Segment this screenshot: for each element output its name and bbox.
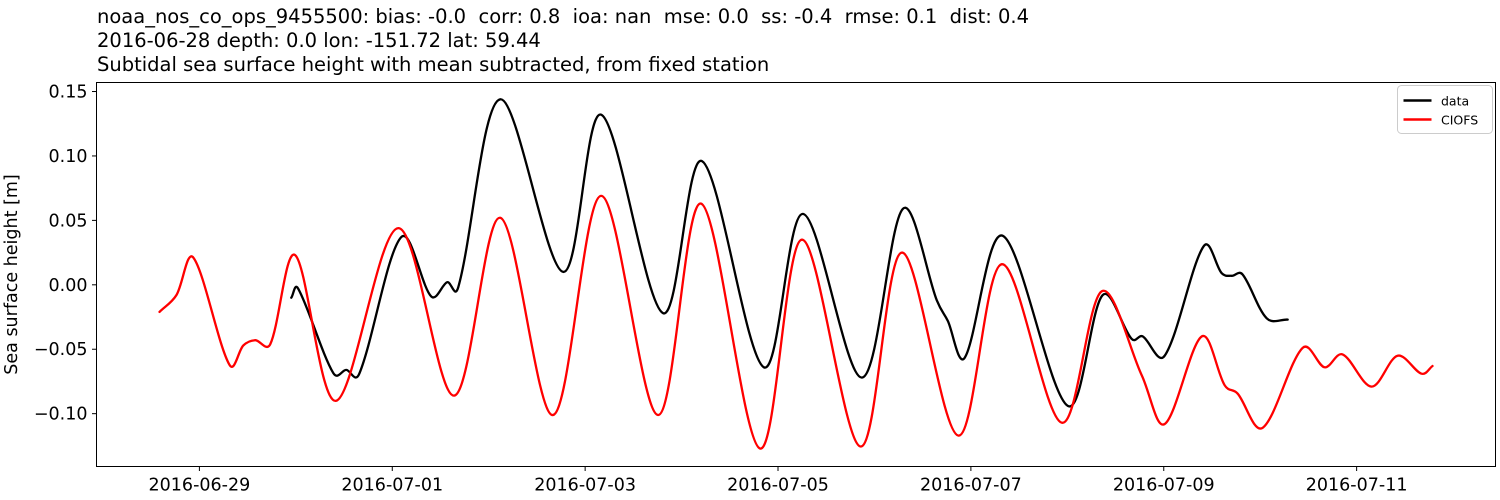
legend-label-data: data bbox=[1441, 94, 1469, 109]
series-ciofs-line bbox=[158, 194, 1434, 450]
x-tick-label: 2016-07-05 bbox=[727, 476, 829, 496]
y-tick-label: 0.00 bbox=[49, 276, 88, 296]
title-line-2: 2016-06-28 depth: 0.0 lon: -151.72 lat: … bbox=[97, 29, 541, 52]
y-tick-label: −0.05 bbox=[34, 340, 88, 360]
x-tick-label: 2016-07-09 bbox=[1113, 476, 1215, 496]
chart-titles: noaa_nos_co_ops_9455500: bias: -0.0 corr… bbox=[97, 5, 1029, 76]
legend: data CIOFS bbox=[1397, 85, 1493, 134]
y-axis-label: Sea surface height [m] bbox=[2, 174, 22, 374]
plot-area bbox=[96, 82, 1496, 467]
x-tick-label: 2016-07-01 bbox=[341, 476, 443, 496]
series-data-line bbox=[290, 98, 1289, 408]
y-tick-label: 0.15 bbox=[49, 83, 88, 103]
series-lines bbox=[158, 98, 1434, 450]
y-tick-label: −0.10 bbox=[34, 405, 88, 425]
x-tick-label: 2016-07-11 bbox=[1306, 476, 1408, 496]
y-tick-label: 0.05 bbox=[49, 211, 88, 231]
x-axis-ticks: 2016-06-29 2016-07-01 2016-07-03 2016-07-05… bbox=[149, 466, 1408, 496]
title-line-3: Subtidal sea surface height with mean su… bbox=[97, 53, 769, 76]
x-tick-label: 2016-06-29 bbox=[149, 476, 251, 496]
x-tick-label: 2016-07-03 bbox=[534, 476, 636, 496]
legend-label-ciofs: CIOFS bbox=[1441, 113, 1478, 128]
legend-box bbox=[1397, 85, 1493, 134]
y-tick-label: 0.10 bbox=[49, 147, 88, 167]
y-axis-ticks: 0.15 0.10 0.05 0.00 −0.05 −0.10 bbox=[34, 83, 97, 425]
title-line-1: noaa_nos_co_ops_9455500: bias: -0.0 corr… bbox=[97, 5, 1029, 28]
x-tick-label: 2016-07-07 bbox=[920, 476, 1022, 496]
